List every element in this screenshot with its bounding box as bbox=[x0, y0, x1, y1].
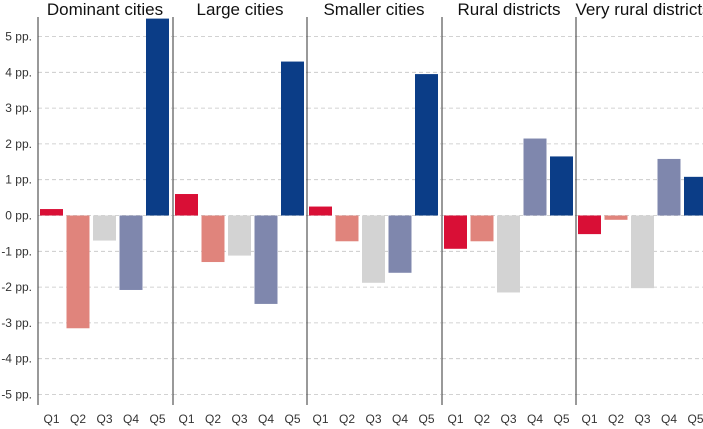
y-tick-label: 2 pp. bbox=[5, 137, 32, 151]
panel-very-rural-districts: Very rural districts Q1 Q2 Q3 Q4 Q5 bbox=[575, 0, 703, 426]
x-tick-label: Q4 bbox=[527, 412, 543, 426]
bar-q2 bbox=[470, 215, 494, 242]
bar-q5 bbox=[684, 176, 703, 216]
x-tick-label: Q2 bbox=[474, 412, 490, 426]
y-tick-label: 1 pp. bbox=[5, 173, 32, 187]
y-tick-label: 4 pp. bbox=[5, 65, 32, 79]
x-tick-label: Q2 bbox=[339, 412, 355, 426]
bar-q2 bbox=[604, 215, 628, 220]
panel-dominant-cities: Dominant cities Q1 Q2 Q3 Q4 Q5 bbox=[37, 0, 172, 426]
bar-q2 bbox=[335, 215, 359, 242]
panel-title: Large cities bbox=[197, 0, 284, 19]
chart-panels: Dominant cities Q1 Q2 Q3 Q4 Q5 Large cities Q1 Q… bbox=[37, 0, 703, 426]
y-tick-label: -5 pp. bbox=[1, 388, 32, 402]
bar-q5 bbox=[415, 74, 438, 216]
x-tick-label: Q5 bbox=[284, 412, 300, 426]
x-tick-label: Q5 bbox=[149, 412, 165, 426]
x-tick-label: Q2 bbox=[608, 412, 624, 426]
x-tick-label: Q3 bbox=[96, 412, 112, 426]
panel-smaller-cities: Smaller cities Q1 Q2 Q3 Q4 Q5 bbox=[306, 0, 441, 426]
x-tick-label: Q3 bbox=[231, 412, 247, 426]
x-tick-label: Q1 bbox=[178, 412, 194, 426]
x-tick-label: Q4 bbox=[258, 412, 274, 426]
bar-q4 bbox=[657, 158, 681, 216]
y-tick-label: 0 pp. bbox=[5, 209, 32, 223]
bar-q2 bbox=[201, 215, 225, 263]
x-tick-label: Q2 bbox=[205, 412, 221, 426]
panel-title: Dominant cities bbox=[47, 0, 163, 19]
bar-q3 bbox=[497, 215, 520, 293]
x-tick-label: Q4 bbox=[123, 412, 139, 426]
bar-q5 bbox=[281, 61, 304, 216]
y-axis: 5 pp. 4 pp. 3 pp. 2 pp. 1 pp. 0 pp. -1 pp. -2 p… bbox=[1, 30, 32, 402]
bar-q2 bbox=[66, 215, 90, 329]
x-tick-label: Q2 bbox=[70, 412, 86, 426]
y-tick-label: -4 pp. bbox=[1, 352, 32, 366]
x-tick-label: Q1 bbox=[581, 412, 597, 426]
bar-q5 bbox=[550, 156, 573, 216]
panel-title: Smaller cities bbox=[323, 0, 424, 19]
bar-q1 bbox=[578, 215, 601, 235]
x-tick-label: Q5 bbox=[553, 412, 569, 426]
panel-large-cities: Large cities Q1 Q2 Q3 Q4 Q5 bbox=[172, 0, 307, 426]
bar-q1 bbox=[444, 215, 467, 249]
x-tick-label: Q1 bbox=[447, 412, 463, 426]
x-tick-label: Q1 bbox=[312, 412, 328, 426]
panel-rural-districts: Rural districts Q1 Q2 Q3 Q4 Q5 bbox=[441, 0, 576, 426]
x-tick-label: Q3 bbox=[500, 412, 516, 426]
bar-q4 bbox=[119, 215, 143, 290]
x-tick-label: Q1 bbox=[43, 412, 59, 426]
y-tick-label: -3 pp. bbox=[1, 316, 32, 330]
bar-q5 bbox=[146, 18, 169, 216]
bar-q3 bbox=[631, 215, 654, 289]
x-tick-label: Q3 bbox=[365, 412, 381, 426]
x-tick-label: Q4 bbox=[392, 412, 408, 426]
bar-q1 bbox=[40, 209, 63, 216]
y-tick-label: 3 pp. bbox=[5, 101, 32, 115]
bar-q4 bbox=[254, 215, 278, 304]
x-tick-label: Q3 bbox=[634, 412, 650, 426]
bar-q1 bbox=[309, 206, 332, 216]
x-tick-label: Q5 bbox=[687, 412, 703, 426]
bar-q4 bbox=[523, 138, 547, 216]
bar-q3 bbox=[93, 215, 116, 241]
y-tick-label: -2 pp. bbox=[1, 280, 32, 294]
y-tick-label: -1 pp. bbox=[1, 244, 32, 258]
bar-q1 bbox=[175, 194, 198, 216]
panel-title: Very rural districts bbox=[575, 0, 703, 19]
x-tick-label: Q5 bbox=[418, 412, 434, 426]
y-tick-label: 5 pp. bbox=[5, 30, 32, 44]
bar-q3 bbox=[228, 215, 251, 256]
panel-title: Rural districts bbox=[458, 0, 561, 19]
bar-q4 bbox=[388, 215, 412, 273]
bar-q3 bbox=[362, 215, 385, 283]
x-tick-label: Q4 bbox=[661, 412, 677, 426]
